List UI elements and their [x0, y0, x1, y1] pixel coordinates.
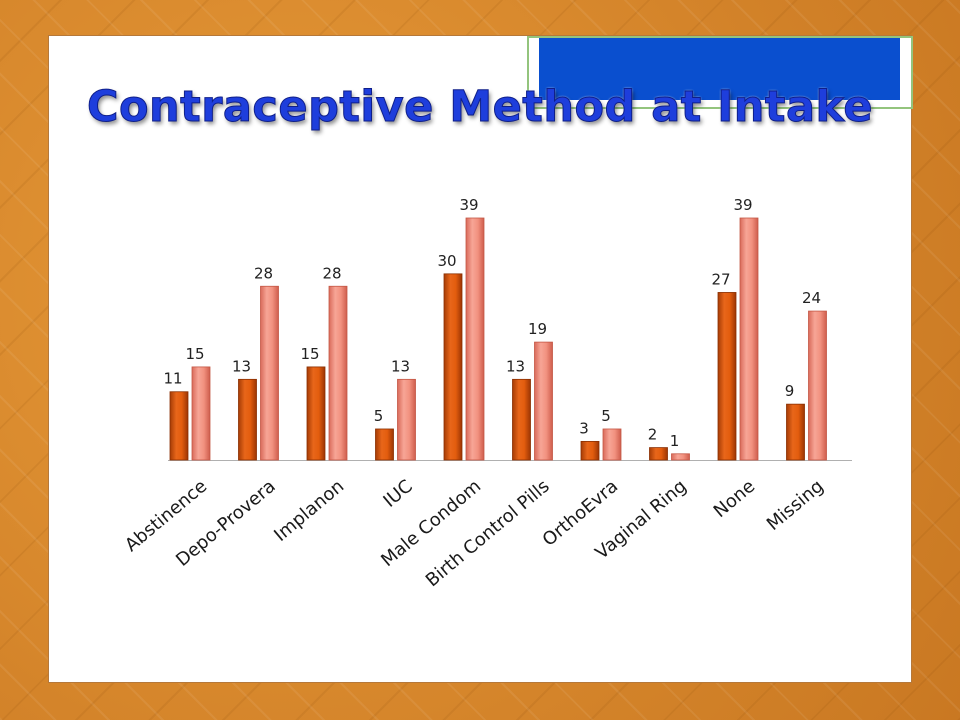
data-label-male-condom-series-2: 39 — [459, 196, 478, 214]
bar-iuc-series-1 — [375, 428, 394, 461]
bar-depo-provera-series-1 — [238, 378, 257, 461]
category-label-implanon: Implanon — [270, 476, 348, 546]
data-label-orthoevra-series-2: 5 — [601, 407, 611, 425]
bar-iuc-series-2 — [397, 378, 416, 461]
bar-birth-control-pills-series-1 — [512, 378, 531, 461]
data-label-abstinence-series-2: 15 — [185, 345, 204, 363]
data-label-depo-provera-series-2: 28 — [254, 264, 273, 282]
bar-birth-control-pills-series-2 — [534, 341, 553, 461]
bar-depo-provera-series-2 — [260, 285, 279, 461]
data-label-birth-control-pills-series-1: 13 — [506, 357, 525, 375]
slide-panel — [48, 35, 913, 683]
bar-vaginal-ring-series-1 — [649, 447, 668, 461]
data-label-missing-series-1: 9 — [785, 382, 795, 400]
data-label-iuc-series-2: 13 — [391, 357, 410, 375]
header-box — [527, 36, 913, 109]
data-label-missing-series-2: 24 — [802, 289, 821, 307]
data-label-birth-control-pills-series-2: 19 — [528, 320, 547, 338]
bar-none-series-1 — [717, 292, 737, 461]
bar-missing-series-2 — [808, 310, 827, 461]
data-label-male-condom-series-1: 30 — [437, 252, 456, 270]
bar-male-condom-series-1 — [443, 273, 463, 461]
bar-abstinence-series-1 — [169, 391, 189, 461]
data-label-none-series-2: 39 — [733, 196, 752, 214]
bar-male-condom-series-2 — [465, 217, 485, 461]
bar-none-series-2 — [739, 217, 759, 461]
bar-vaginal-ring-series-2 — [671, 453, 690, 461]
category-label-missing: Missing — [763, 476, 828, 535]
data-label-abstinence-series-1: 11 — [163, 370, 182, 388]
category-label-iuc: IUC — [379, 476, 416, 512]
data-label-vaginal-ring-series-1: 2 — [648, 426, 658, 444]
bar-orthoevra-series-2 — [602, 428, 622, 461]
data-label-vaginal-ring-series-2: 1 — [670, 432, 680, 450]
data-label-implanon-series-1: 15 — [300, 345, 319, 363]
bar-abstinence-series-2 — [191, 366, 211, 461]
bar-implanon-series-1 — [306, 366, 326, 461]
category-label-birth-control-pills: Birth Control Pills — [422, 476, 554, 591]
data-label-orthoevra-series-1: 3 — [579, 419, 589, 437]
data-label-iuc-series-1: 5 — [374, 407, 384, 425]
page-title: Contraceptive Method at Intake — [86, 82, 874, 133]
data-label-depo-provera-series-1: 13 — [232, 357, 251, 375]
bar-orthoevra-series-1 — [580, 440, 600, 461]
data-label-none-series-1: 27 — [711, 270, 730, 288]
bar-missing-series-1 — [786, 403, 805, 461]
category-label-none: None — [710, 476, 759, 522]
header-box-fill — [539, 38, 900, 100]
bar-implanon-series-2 — [328, 285, 348, 461]
data-label-implanon-series-2: 28 — [322, 264, 341, 282]
